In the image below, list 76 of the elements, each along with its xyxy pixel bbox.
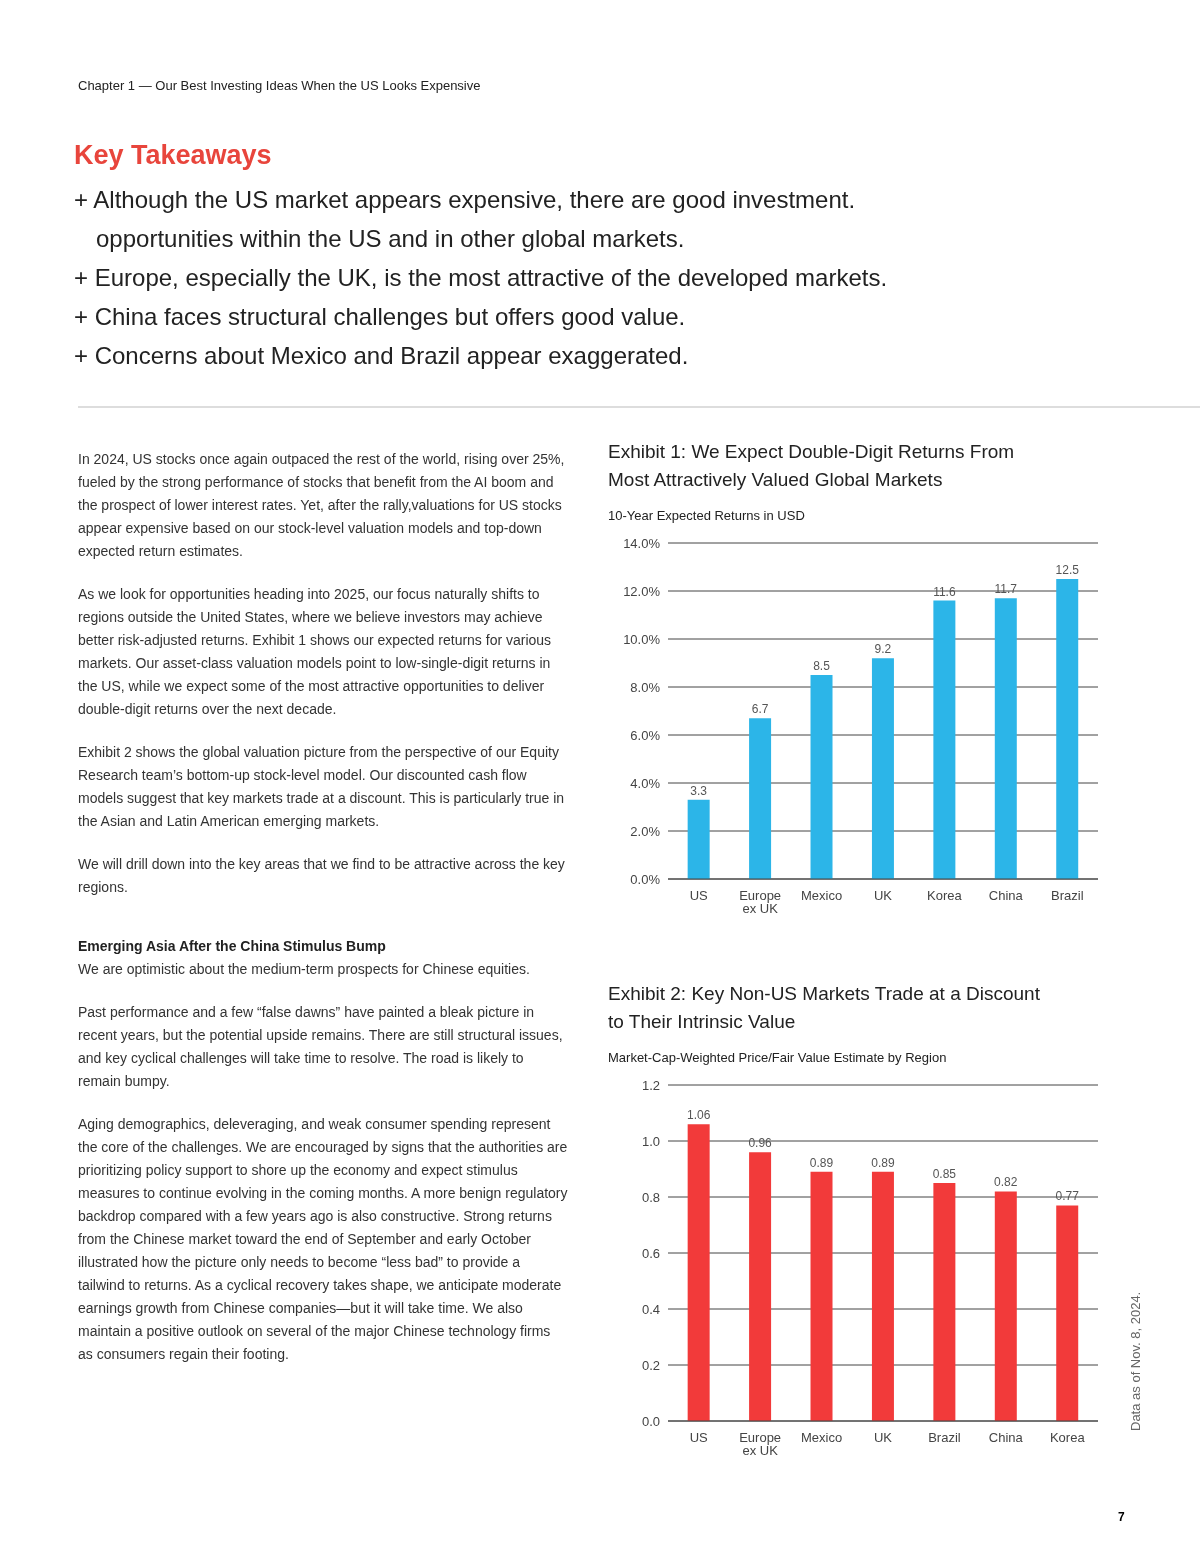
y-tick-label: 2.0% <box>630 823 661 839</box>
data-label: 1.06 <box>686 1108 711 1123</box>
x-tick-label: Brazil <box>1051 888 1084 904</box>
bar <box>749 1152 772 1421</box>
y-tick-label: 0.0 <box>641 1413 660 1429</box>
text: As we look for opportunities heading into 2025, our focus naturally shifts to regions outside the United States, where we believe investors may achieve better risk-adjusted returns. Exhibit 1 shows our expected returns for various markets. Our asset-class valuation models point to low-single-digit returns in the US, while we expect some of the most attractive opportunities to deliver double-digit returns over the next decade. <box>78 585 553 719</box>
y-tick-label: 0.0% <box>630 871 661 887</box>
bar <box>810 675 833 879</box>
data-label: 3.3 <box>690 783 708 798</box>
data-label: 0.77 <box>1055 1189 1080 1204</box>
x-tick-label: UK <box>873 888 893 904</box>
text: + Concerns about Mexico and Brazil appear exaggerated. <box>74 341 690 371</box>
x-tick-label: Mexico <box>800 888 843 904</box>
text: Past performance and a few “false dawns” have painted a bleak picture in recent years, but the potential upside remains. There are still structural issues, and key cyclical challenges will take time to resolve. The road is likely to remain bumpy. <box>78 1003 564 1091</box>
y-tick-label: 1.2 <box>641 1077 660 1093</box>
text: Aging demographics, deleveraging, and weak consumer spending represent the core of the challenges. We are encouraged by signs that the authorities are prioritizing policy support to shore up the economy and expect stimulus measures to continue evolving in the coming months. A more benign regulatory backdrop compared with a few years ago is also constructive. Strong returns from the Chinese market toward the end of September and early October illustrated how the picture only needs to become “less bad” to provide a tailwind to returns. As a cyclical recovery takes shape, we anticipate moderate earnings growth from Chinese companies—but it will take time. We also maintain a positive outlook on several of the major Chinese technology firms as consumers regain their footing. <box>78 1116 568 1362</box>
bar <box>1056 579 1079 879</box>
y-tick-label: 4.0% <box>630 775 661 791</box>
x-tick-label: Korea <box>1049 1430 1086 1446</box>
y-tick-label: 0.4 <box>641 1301 660 1317</box>
text: + China faces structural challenges but offers good value. <box>74 302 687 332</box>
text: Chapter 1 — Our Best Investing Ideas When the US Looks Expensive <box>78 78 481 93</box>
data-label: 12.5 <box>1055 563 1080 577</box>
y-tick-label: 0.6 <box>641 1245 660 1261</box>
bar <box>933 600 956 879</box>
text: + Although the US market appears expensive, there are good investment. opportunities within the US and in other global markets. <box>74 185 857 254</box>
text: Emerging Asia After the China Stimulus Bump <box>78 937 387 956</box>
bar <box>687 799 710 879</box>
x-tick-label: US <box>689 888 709 904</box>
x-tick-label: China <box>988 1430 1024 1446</box>
text: In 2024, US stocks once again outpaced the rest of the world, rising over 25%, fueled by the strong performance of stocks that benefit from the AI boom and the prospect of lower interest rates. Yet, after the rally,valuations for US stocks appear expensive based on our stock-level valuation models and top-down expected return estimates. <box>78 450 566 561</box>
bar <box>994 1191 1017 1421</box>
bar <box>994 598 1017 879</box>
chart-subtitle: 10-Year Expected Returns in USD <box>608 508 806 523</box>
data-label: 0.85 <box>932 1167 957 1181</box>
y-tick-label: 8.0% <box>630 679 661 695</box>
chart-subtitle: Market-Cap-Weighted Price/Fair Value Estimate by Region <box>608 1050 948 1065</box>
x-tick-label: China <box>988 888 1024 904</box>
x-tick-label: Europe ex UK <box>739 1430 782 1459</box>
x-tick-label: Europe ex UK <box>739 888 782 917</box>
bar <box>810 1171 833 1421</box>
data-label: 0.82 <box>994 1175 1018 1190</box>
bar <box>871 658 894 879</box>
data-label: 8.5 <box>813 659 831 673</box>
y-tick-label: 6.0% <box>630 727 661 743</box>
y-tick-label: 1.0 <box>641 1133 660 1149</box>
data-label: 9.2 <box>874 642 892 657</box>
text: Key Takeaways <box>74 140 272 171</box>
text: Exhibit 2 shows the global valuation picture from the perspective of our Equity Research team’s bottom-up stock-level model. Our discounted cash flow models suggest that key markets trade at a discount. This is particularly true in the Asian and Latin American emerging markets. <box>78 743 566 831</box>
bar <box>933 1183 956 1421</box>
chart-title: Exhibit 1: We Expect Double-Digit Returns From Most Attractively Valued Global Markets <box>608 440 1016 492</box>
x-tick-label: Brazil <box>928 1430 961 1446</box>
x-tick-label: Korea <box>927 888 963 904</box>
x-tick-label: UK <box>873 1430 893 1446</box>
bar <box>749 718 772 879</box>
x-tick-label: US <box>689 1430 709 1446</box>
x-tick-label: Mexico <box>800 1430 843 1446</box>
bar <box>871 1171 894 1421</box>
y-tick-label: 12.0% <box>623 583 661 599</box>
data-label: 11.6 <box>933 584 956 599</box>
text: 7 <box>1118 1510 1125 1524</box>
chart-title: Exhibit 2: Key Non-US Markets Trade at a Discount to Their Intrinsic Value <box>608 982 1041 1034</box>
bar <box>1056 1205 1079 1421</box>
text: Data as of Nov. 8, 2024. <box>1128 1291 1143 1431</box>
data-label: 0.89 <box>871 1155 895 1170</box>
y-tick-label: 0.8 <box>641 1189 660 1205</box>
y-tick-label: 10.0% <box>623 631 661 647</box>
data-label: 0.96 <box>748 1136 773 1151</box>
text: + Europe, especially the UK, is the most attractive of the developed markets. <box>74 263 889 293</box>
data-label: 6.7 <box>751 702 769 717</box>
data-label: 0.89 <box>809 1155 834 1170</box>
text: We are optimistic about the medium-term prospects for Chinese equities. <box>78 960 531 979</box>
y-tick-label: 0.2 <box>641 1357 660 1373</box>
bar <box>687 1124 710 1421</box>
text: We will drill down into the key areas that we find to be attractive across the key regions. <box>78 855 566 897</box>
y-tick-label: 14.0% <box>623 535 661 551</box>
